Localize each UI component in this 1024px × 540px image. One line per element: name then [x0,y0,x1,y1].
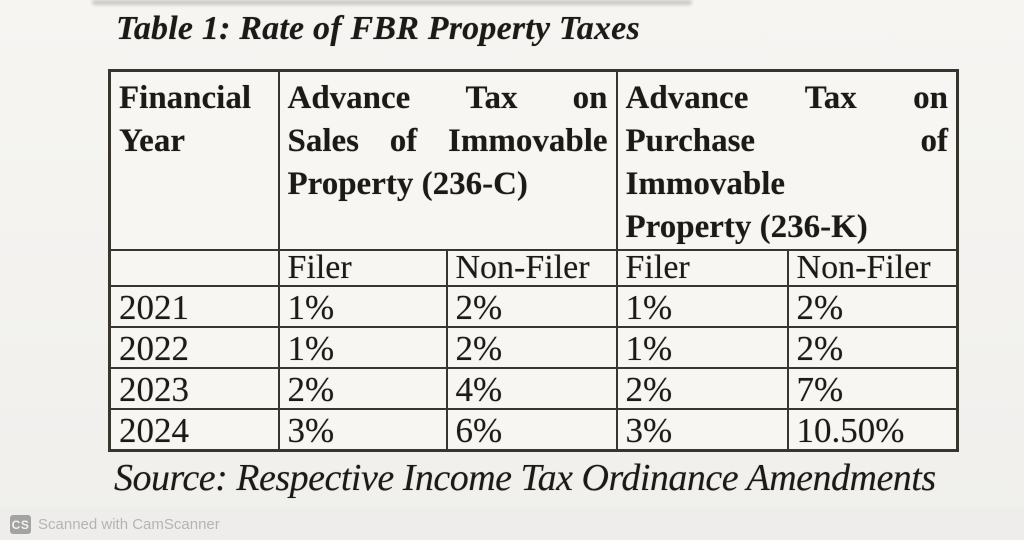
table-subheader-row: Filer Non-Filer Filer Non-Filer [108,249,959,287]
rate-cell: 2% [445,326,618,369]
scan-edge-smudge [92,0,692,5]
table-header-row: Financial Year Advance Tax on Sales of I… [108,69,959,251]
rate-cell: 1% [615,326,789,369]
camscanner-watermark: CS Scanned with CamScanner [10,515,220,534]
table-title: Table 1: Rate of FBR Property Taxes [116,10,640,47]
table-row-2022: 2022 1% 2% 1% 2% [108,326,959,369]
table-row-2021: 2021 1% 2% 1% 2% [108,285,959,328]
header-line: Advance Tax on [287,80,608,116]
header-line: Year [119,123,185,159]
camscanner-watermark-text: Scanned with CamScanner [38,516,220,533]
subheader-sales-filer: Filer [277,249,448,287]
camscanner-footer-strip [0,508,1024,540]
rate-cell: 1% [277,326,448,369]
subheader-sales-nonfiler: Non-Filer [445,249,618,287]
header-advance-tax-purchase: Advance Tax on Purchase of Immovable Pro… [615,69,959,251]
header-line: Financial [119,80,252,116]
rate-cell: 3% [615,408,789,451]
rate-cell: 1% [277,285,448,328]
header-line: Immovable [625,166,786,202]
rate-cell: 2% [277,367,448,410]
header-financial-year: Financial Year [108,69,280,251]
rate-cell: 6% [445,408,618,451]
source-caption: Source: Respective Income Tax Ordinance … [114,457,936,499]
subheader-empty-cell [108,249,280,287]
rate-cell: 2% [786,326,959,369]
year-cell: 2022 [108,326,280,369]
header-line: Sales of Immovable [287,123,608,159]
rate-cell: 2% [445,285,618,328]
year-cell: 2021 [108,285,280,328]
camscanner-logo-icon: CS [10,515,31,534]
rate-cell: 2% [786,285,959,328]
header-line: Advance Tax on [625,80,949,116]
header-line: Property (236-C) [287,166,528,202]
table-row-2023: 2023 2% 4% 2% 7% [108,367,959,410]
rate-cell: 4% [445,367,618,410]
table-row-2024: 2024 3% 6% 3% 10.50% [108,408,959,451]
header-advance-tax-sales: Advance Tax on Sales of Immovable Proper… [277,69,618,251]
rate-cell: 10.50% [786,408,959,451]
rate-cell: 2% [615,367,789,410]
header-line: Purchase of [625,123,949,159]
year-cell: 2023 [108,367,280,410]
rate-cell: 3% [277,408,448,451]
subheader-purchase-nonfiler: Non-Filer [786,249,959,287]
header-line: Property (236-K) [625,209,868,245]
subheader-purchase-filer: Filer [615,249,789,287]
rate-cell: 1% [615,285,789,328]
year-cell: 2024 [108,408,280,451]
rate-cell: 7% [786,367,959,410]
property-tax-table: Financial Year Advance Tax on Sales of I… [108,69,960,452]
